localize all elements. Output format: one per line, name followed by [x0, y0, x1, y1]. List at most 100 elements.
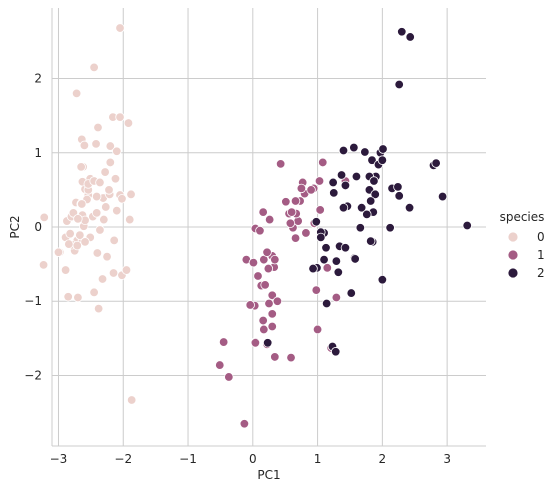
data-point-species-2 [329, 188, 339, 198]
data-point-species-1 [301, 228, 311, 238]
y-tick-label: 2 [34, 72, 42, 86]
data-point-species-0 [105, 157, 115, 168]
data-point-species-1 [270, 352, 280, 362]
data-point-species-1 [286, 352, 296, 363]
data-point-species-1 [286, 207, 297, 217]
data-point-species-1 [281, 197, 291, 207]
data-point-species-0 [95, 225, 105, 235]
data-point-species-1 [218, 337, 229, 347]
data-point-species-2 [349, 142, 359, 153]
data-point-species-0 [89, 62, 99, 73]
data-point-species-2 [404, 202, 415, 213]
data-point-species-0 [75, 230, 85, 240]
x-tick-label: 1 [314, 452, 322, 466]
data-point-species-1 [239, 419, 250, 429]
data-point-species-2 [333, 267, 344, 277]
data-point-species-0 [126, 395, 137, 405]
data-point-species-2 [405, 32, 415, 42]
data-point-species-2 [356, 202, 367, 213]
data-point-species-2 [346, 288, 356, 298]
data-point-species-0 [115, 112, 125, 122]
legend-label-0: 0 [537, 230, 545, 244]
data-point-species-0 [104, 185, 114, 195]
y-tick-label: 0 [34, 220, 42, 234]
data-point-species-2 [340, 243, 351, 253]
data-point-species-2 [365, 236, 376, 246]
data-point-species-1 [263, 263, 274, 274]
data-point-species-2 [338, 145, 349, 156]
data-point-species-1 [311, 285, 321, 295]
data-point-species-0 [91, 191, 102, 202]
data-point-species-0 [93, 122, 103, 133]
data-point-species-1 [270, 254, 280, 265]
data-point-species-1 [267, 309, 277, 319]
data-point-species-2 [331, 256, 342, 266]
data-point-species-0 [115, 23, 125, 33]
data-point-species-2 [394, 79, 404, 90]
x-axis-label: PC1 [257, 468, 280, 482]
data-point-species-0 [65, 228, 75, 239]
data-point-species-1 [322, 263, 332, 273]
data-point-species-0 [80, 237, 90, 247]
data-point-species-2 [365, 196, 376, 206]
data-point-species-2 [311, 217, 321, 227]
data-point-species-1 [267, 321, 277, 332]
data-point-species-2 [370, 189, 380, 200]
data-point-species-2 [351, 171, 362, 182]
data-point-species-0 [112, 205, 122, 216]
data-point-species-0 [123, 118, 134, 128]
legend-label-1: 1 [537, 248, 545, 262]
legend-marker-0 [507, 231, 519, 243]
data-point-species-2 [397, 27, 407, 37]
x-tick-label: −3 [50, 452, 68, 466]
x-tick-label: −1 [179, 452, 197, 466]
x-tick-label: −2 [114, 452, 132, 466]
data-point-species-2 [437, 191, 448, 202]
data-point-species-1 [290, 233, 301, 243]
data-point-species-0 [126, 189, 136, 200]
data-point-species-0 [117, 194, 127, 204]
data-point-species-2 [316, 232, 326, 243]
data-point-species-0 [97, 274, 108, 284]
legend: species 0 1 2 [500, 210, 545, 280]
data-point-species-2 [462, 220, 472, 231]
data-point-species-1 [224, 372, 234, 382]
data-point-species-1 [264, 298, 274, 309]
x-tick-label: 3 [443, 452, 451, 466]
data-point-species-2 [338, 202, 349, 213]
y-tick-label: 1 [34, 146, 42, 160]
data-point-species-0 [72, 240, 82, 251]
data-point-species-2 [431, 158, 441, 168]
data-point-species-0 [71, 88, 82, 99]
data-point-species-0 [100, 167, 110, 177]
data-point-species-0 [76, 162, 86, 172]
data-point-species-0 [77, 199, 87, 209]
data-point-species-1 [260, 280, 270, 290]
data-points [38, 23, 472, 429]
x-tick-label: 0 [249, 452, 257, 466]
data-point-species-0 [93, 303, 104, 314]
x-tick-label: 2 [379, 452, 387, 466]
data-point-species-2 [377, 275, 388, 285]
data-point-species-2 [355, 223, 366, 233]
data-point-species-0 [91, 139, 101, 149]
data-point-species-2 [369, 176, 379, 186]
data-point-species-1 [267, 290, 277, 300]
data-point-species-2 [385, 223, 395, 233]
data-point-species-2 [336, 170, 347, 180]
data-point-species-1 [248, 257, 259, 268]
data-point-species-1 [255, 226, 265, 236]
y-tick-label: −2 [24, 368, 42, 382]
data-point-species-1 [315, 205, 325, 215]
data-point-species-0 [73, 214, 83, 224]
data-point-species-0 [60, 265, 71, 275]
data-point-species-0 [38, 260, 49, 270]
data-point-species-1 [262, 247, 272, 257]
data-point-species-1 [258, 315, 268, 326]
data-point-species-1 [250, 338, 261, 348]
data-point-species-1 [253, 271, 263, 281]
data-point-species-1 [245, 300, 255, 310]
data-point-species-1 [258, 207, 268, 217]
data-point-species-0 [91, 208, 102, 218]
